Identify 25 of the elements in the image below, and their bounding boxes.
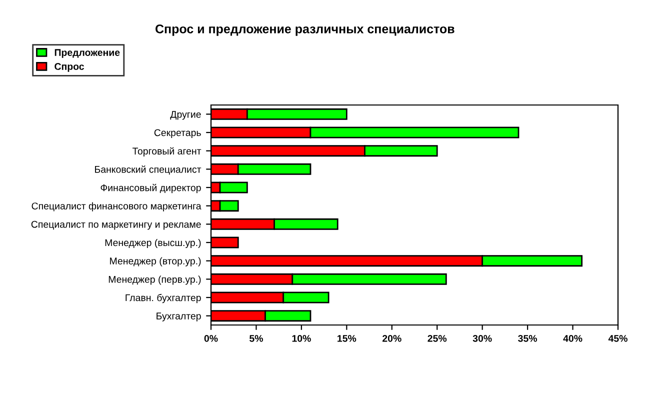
y-tick-label: Другие (170, 111, 201, 120)
x-tick-label: 25% (428, 334, 447, 342)
y-tick-label: Торговый агент (132, 147, 202, 156)
x-tick-label: 35% (518, 334, 538, 342)
x-tick-label: 45% (608, 335, 628, 342)
legend-label: Предложение (54, 49, 120, 58)
y-tick-label: Специалист по маркетингу и рекламе (31, 220, 201, 230)
y-tick-label: Главн. бухгалтер (126, 294, 201, 304)
x-tick-label: 30% (472, 334, 492, 342)
chart-title: Спрос и предложение различных специалистов (156, 24, 454, 36)
legend-label: Спрос (54, 63, 84, 72)
x-tick-label: 0% (204, 334, 218, 342)
x-tick-label: 40% (563, 334, 582, 342)
y-tick-label: Бухгалтер (156, 312, 201, 322)
y-tick-label: Менеджер (втор.ур.) (110, 257, 201, 266)
x-tick-label: 5% (249, 335, 263, 342)
y-tick-label: Банковский специалист (95, 166, 202, 175)
x-tick-label: 10% (292, 334, 311, 342)
y-tick-label: Секретарь (154, 129, 201, 138)
y-tick-label: Менеджер (высш.ур.) (105, 238, 201, 248)
x-tick-label: 20% (382, 334, 402, 342)
y-tick-label: Финансовый директор (100, 184, 201, 194)
y-tick-label: Менеджер (перв.ур.) (108, 276, 201, 285)
x-tick-label: 15% (338, 335, 356, 342)
y-tick-label: Специалист финансового маркетинга (32, 202, 202, 212)
